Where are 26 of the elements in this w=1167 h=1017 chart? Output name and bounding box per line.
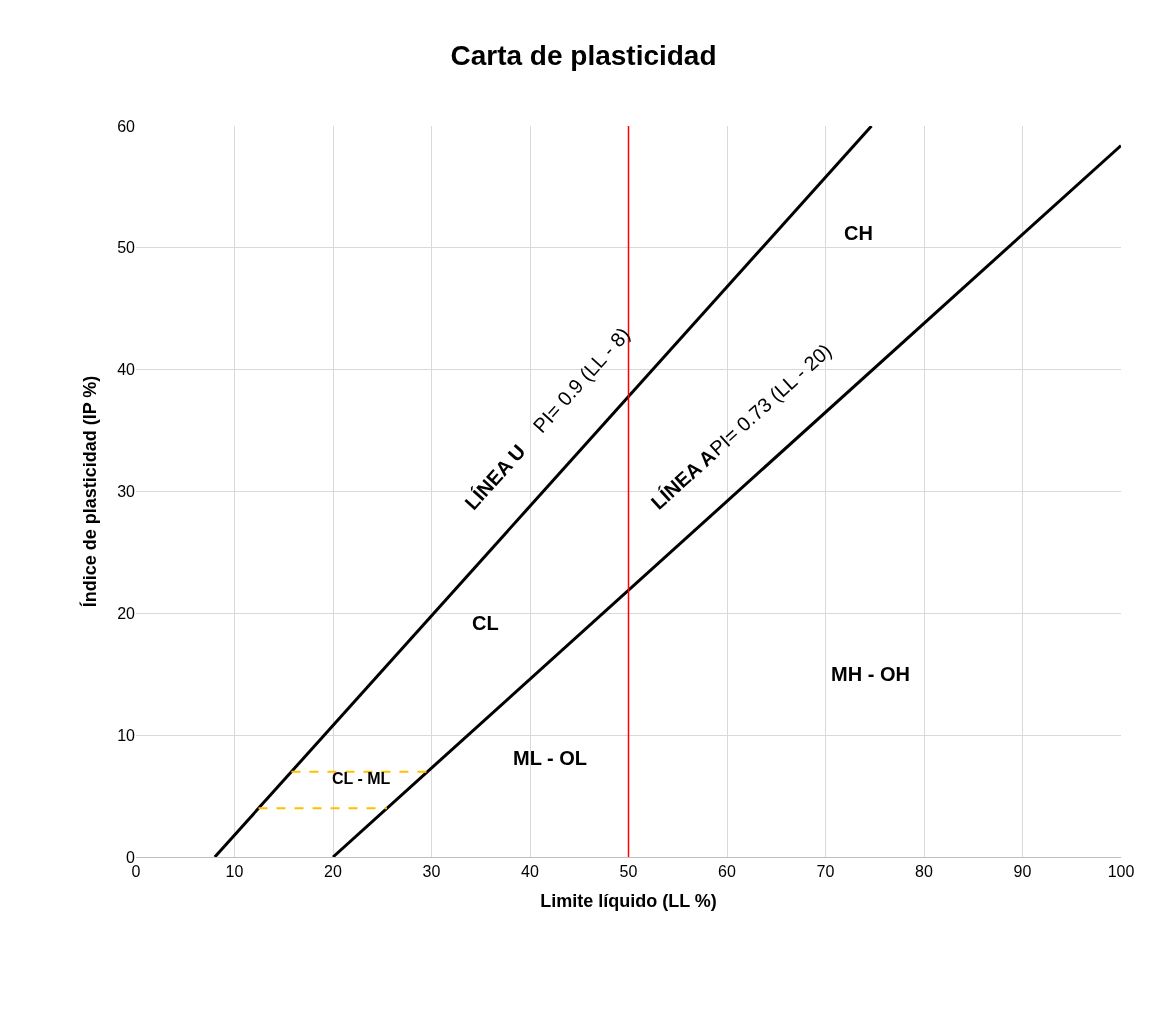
annotation: CL — [472, 612, 499, 634]
x-tick-label: 80 — [915, 863, 933, 881]
x-axis-title: Limite líquido (LL %) — [540, 891, 717, 912]
x-tick-label: 70 — [816, 863, 835, 881]
x-tick-label: 20 — [324, 863, 342, 881]
y-tick-label: 0 — [126, 848, 136, 866]
x-tick-label: 40 — [521, 863, 539, 881]
x-tick-label: 90 — [1013, 863, 1032, 881]
annotation: MH - OH — [831, 663, 910, 685]
x-tick-label: 30 — [422, 863, 441, 881]
chart-title: Carta de plasticidad — [450, 40, 717, 72]
y-tick-label: 50 — [117, 239, 136, 257]
annotation: ML - OL — [513, 747, 588, 769]
x-tick-label: 50 — [619, 863, 638, 881]
annotation: CH — [844, 222, 873, 244]
y-tick-label: 10 — [117, 726, 136, 744]
x-tick-label: 10 — [225, 863, 244, 881]
annotation: PI= 0.9 (LL - 8) — [528, 323, 634, 437]
y-tick-label: 30 — [117, 483, 136, 501]
y-axis-title: Índice de plasticidad (IP %) — [79, 375, 101, 608]
annotation: CL - ML — [332, 770, 391, 787]
y-tick-label: 20 — [117, 604, 136, 622]
y-tick-label: 40 — [117, 361, 136, 379]
x-tick-label: 100 — [1107, 863, 1135, 881]
y-tick-label: 60 — [117, 117, 136, 135]
x-tick-label: 60 — [718, 863, 736, 881]
